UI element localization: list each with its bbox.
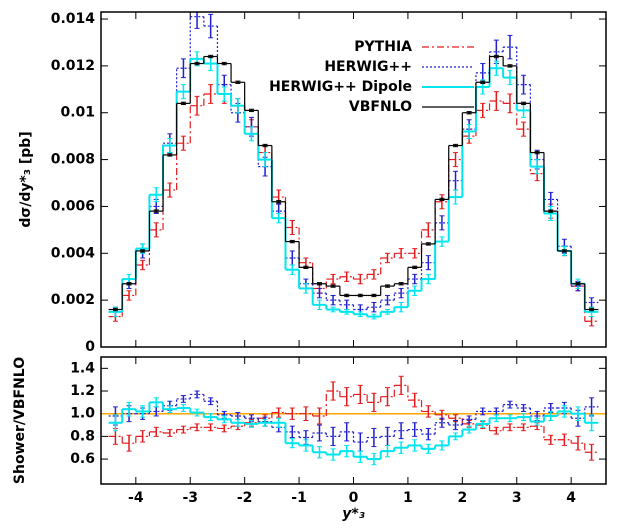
x-tick-label: 0 [349, 490, 359, 506]
x-tick-label: -4 [128, 490, 144, 506]
y-tick-label: 0 [85, 339, 95, 355]
y-tick-label: 0.012 [51, 58, 95, 74]
x-axis-label: y*₃ [342, 506, 365, 522]
y-axis-label: Shower/VBFNLO [12, 357, 28, 484]
y-tick-label: 1.0 [70, 406, 95, 422]
y-tick-label: 1.2 [70, 383, 95, 399]
y-tick-label: 0.006 [51, 198, 95, 214]
x-tick-label: 2 [457, 490, 467, 506]
x-tick-label: -2 [237, 490, 253, 506]
x-tick-label: -1 [291, 490, 307, 506]
x-tick-label: 4 [566, 490, 576, 506]
y-tick-label: 0.01 [60, 105, 95, 121]
x-tick-label: 1 [403, 490, 413, 506]
y-axis-label: dσ/dy*₃ [pb] [18, 131, 34, 227]
plot-frame [100, 356, 607, 485]
y-tick-label: 0.008 [51, 152, 95, 168]
y-tick-label: 0.002 [51, 292, 95, 308]
legend-label: PYTHIA [354, 39, 412, 55]
plot-frame [100, 11, 607, 348]
y-tick-label: 0.004 [51, 245, 96, 261]
y-tick-label: 0.8 [70, 428, 95, 444]
x-tick-label: 3 [512, 490, 522, 506]
legend-label: HERWIG++ [324, 59, 412, 75]
x-tick-label: -3 [182, 490, 198, 506]
legend-label: VBFNLO [349, 99, 412, 115]
y-tick-label: 0.6 [70, 451, 95, 467]
y-tick-label: 0.014 [51, 11, 96, 27]
legend-label: HERWIG++ Dipole [269, 79, 412, 95]
y-tick-label: 1.4 [70, 360, 95, 376]
